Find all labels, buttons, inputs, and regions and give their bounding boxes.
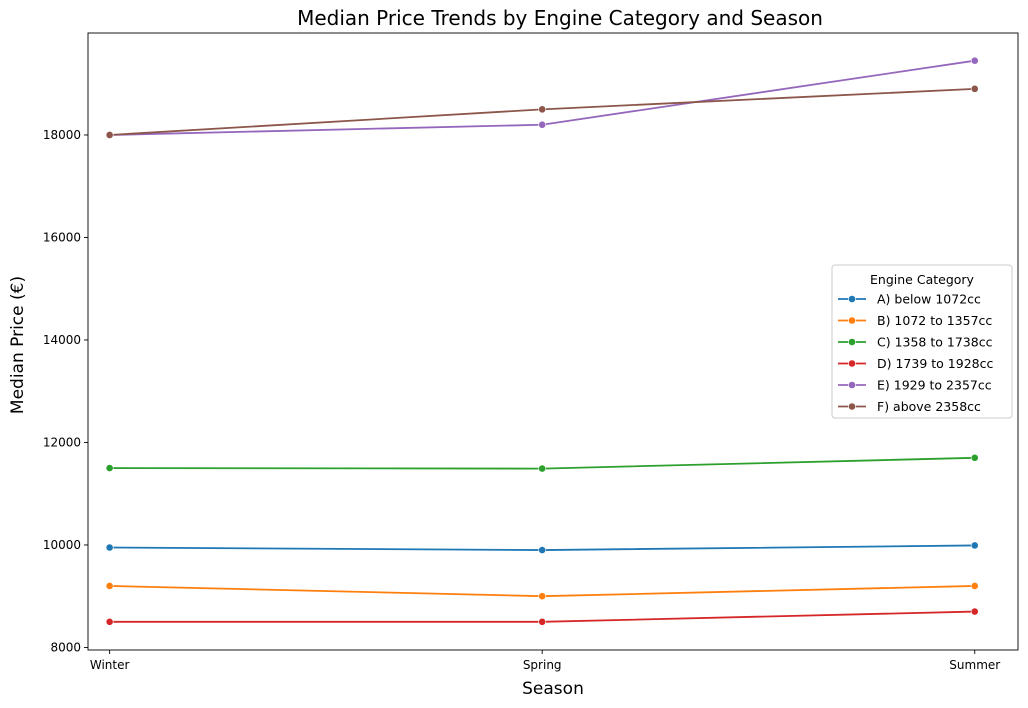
series-6 bbox=[105, 84, 979, 139]
legend-entry: B) 1072 to 1357cc bbox=[838, 313, 992, 328]
y-axis-title: Median Price (€) bbox=[8, 276, 28, 414]
data-point bbox=[105, 464, 114, 472]
data-point bbox=[538, 546, 547, 554]
series-5 bbox=[105, 56, 979, 139]
legend-entry: F) above 2358cc bbox=[838, 399, 981, 414]
legend-marker bbox=[848, 338, 856, 346]
series-3 bbox=[105, 453, 979, 473]
data-point bbox=[970, 582, 979, 590]
x-tick-label: Summer bbox=[949, 658, 1000, 672]
legend-marker bbox=[848, 381, 856, 389]
legend-entry: C) 1358 to 1738cc bbox=[838, 335, 993, 350]
x-axis-title: Season bbox=[522, 679, 584, 699]
legend-title: Engine Category bbox=[870, 272, 975, 287]
legend-label: B) 1072 to 1357cc bbox=[877, 313, 992, 328]
data-point bbox=[538, 464, 547, 473]
series-4 bbox=[105, 607, 979, 626]
legend-entry: D) 1739 to 1928cc bbox=[838, 356, 993, 371]
y-tick-label: 16000 bbox=[43, 230, 81, 244]
plot-frame bbox=[87, 32, 1019, 651]
legend-marker bbox=[848, 316, 856, 325]
data-point bbox=[970, 56, 979, 65]
legend-label: D) 1739 to 1928cc bbox=[877, 356, 993, 371]
legend-marker bbox=[848, 359, 856, 368]
y-tick-label: 10000 bbox=[43, 538, 81, 552]
legend-box bbox=[831, 264, 1013, 419]
data-point bbox=[538, 592, 547, 601]
data-point bbox=[970, 453, 979, 462]
y-tick-label: 18000 bbox=[43, 128, 81, 142]
x-tick-label: Winter bbox=[90, 658, 130, 672]
y-tick-label: 14000 bbox=[43, 333, 81, 347]
plot-area: 8000 10000 12000 14000 16000 18000 Winter Sprin… bbox=[43, 32, 1019, 672]
legend-marker bbox=[848, 295, 856, 303]
data-point bbox=[105, 617, 114, 626]
legend-marker bbox=[848, 402, 856, 411]
data-point bbox=[105, 131, 114, 139]
legend-label: E) 1929 to 2357cc bbox=[877, 378, 992, 393]
data-point bbox=[105, 582, 114, 590]
data-point bbox=[970, 607, 979, 616]
data-point bbox=[105, 543, 114, 552]
legend-label: F) above 2358cc bbox=[877, 399, 981, 414]
y-tick-label: 12000 bbox=[43, 435, 81, 449]
data-point bbox=[970, 84, 979, 93]
y-tick-label: 8000 bbox=[50, 640, 81, 654]
legend-label: A) below 1072cc bbox=[877, 292, 981, 307]
series-1 bbox=[105, 541, 979, 554]
data-point bbox=[538, 120, 547, 129]
data-point bbox=[538, 617, 547, 626]
series-2 bbox=[105, 582, 979, 601]
chart-title: Median Price Trends by Engine Category a… bbox=[297, 6, 823, 30]
legend: Engine Category A) below 1072cc B) 1072 to… bbox=[831, 264, 1013, 419]
x-tick-label: Spring bbox=[523, 658, 562, 672]
legend-entry: E) 1929 to 2357cc bbox=[838, 378, 992, 393]
legend-entry: A) below 1072cc bbox=[838, 292, 981, 307]
data-point bbox=[538, 105, 547, 114]
data-point bbox=[970, 541, 979, 550]
legend-label: C) 1358 to 1738cc bbox=[877, 335, 993, 350]
